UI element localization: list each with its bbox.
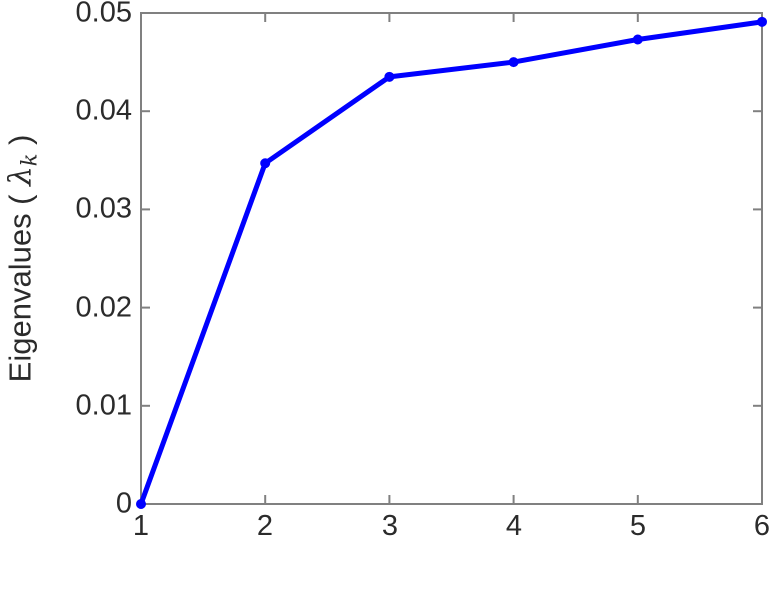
data-point-marker (632, 34, 643, 45)
y-axis-ticks (141, 110, 762, 407)
eigenvalue-markers (136, 16, 767, 509)
data-point-marker (136, 499, 146, 509)
data-point-marker (260, 158, 271, 169)
x-axis-ticks (264, 13, 639, 504)
data-point-marker (384, 71, 395, 82)
eigenvalue-line (138, 19, 765, 507)
data-point-marker (757, 16, 767, 27)
axes-border (140, 12, 763, 505)
data-point-marker (508, 57, 519, 68)
axes-box (140, 12, 763, 505)
